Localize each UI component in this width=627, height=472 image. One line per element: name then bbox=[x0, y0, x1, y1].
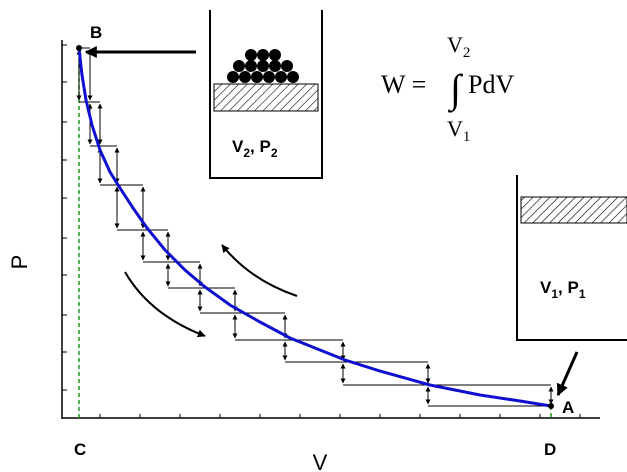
point-a bbox=[548, 403, 554, 409]
upper-limit: V2 bbox=[447, 32, 470, 61]
point-label: D bbox=[544, 440, 556, 459]
y-axis-label: P bbox=[7, 255, 32, 270]
state-label: V1, P1 bbox=[540, 278, 586, 301]
state-sub: 1 bbox=[551, 287, 558, 301]
integral-sign: ∫ bbox=[447, 66, 464, 113]
steps bbox=[76, 47, 554, 407]
container-wall bbox=[209, 10, 323, 179]
piston bbox=[213, 83, 319, 112]
point-label: A bbox=[562, 398, 574, 417]
lower-limit: V1 bbox=[447, 116, 470, 145]
isotherm-curve bbox=[77, 47, 552, 408]
state-sub: 1 bbox=[579, 287, 586, 301]
weights bbox=[227, 49, 299, 83]
point-label: B bbox=[90, 23, 102, 42]
state-text: , P bbox=[250, 137, 271, 156]
point-b bbox=[76, 45, 82, 51]
x-axis-label: V bbox=[313, 450, 328, 472]
limit-text: V bbox=[447, 32, 463, 57]
compressed-container: V2, P2 bbox=[209, 10, 323, 179]
limit-text: V bbox=[447, 116, 463, 141]
limit-sub: 1 bbox=[463, 129, 471, 145]
state-label: V2, P2 bbox=[232, 137, 278, 160]
ticks bbox=[62, 44, 581, 418]
expanded-container: V1, P1 bbox=[516, 175, 627, 341]
point-label: C bbox=[74, 440, 86, 459]
state-sub: 2 bbox=[243, 146, 250, 160]
compression-arrow bbox=[124, 271, 206, 338]
state-sub: 2 bbox=[271, 146, 278, 160]
axes bbox=[61, 40, 600, 419]
arrow-to-a bbox=[556, 351, 579, 397]
limit-sub: 2 bbox=[463, 45, 471, 61]
state-text: , P bbox=[558, 278, 579, 297]
container-wall bbox=[516, 175, 627, 341]
integrand: PdV bbox=[468, 70, 514, 99]
piston bbox=[520, 196, 627, 224]
state-text: V bbox=[232, 137, 244, 156]
state-text: V bbox=[540, 278, 552, 297]
formula-lhs: W = bbox=[381, 70, 426, 99]
work-formula: W = ∫ PdV V2 V1 bbox=[381, 32, 514, 145]
expansion-arrow bbox=[221, 244, 298, 297]
